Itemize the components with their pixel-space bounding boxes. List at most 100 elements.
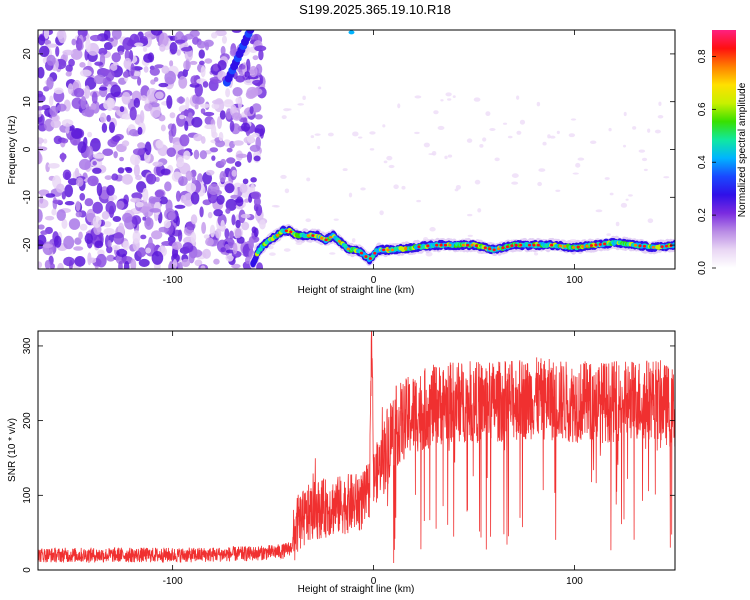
heatmap-speckle [369, 148, 375, 151]
heatmap-speckle [440, 99, 444, 102]
heatmap-speckle [200, 265, 206, 269]
heatmap-speckle [150, 104, 162, 119]
heatmap-speckle [60, 152, 66, 163]
heatmap-speckle [105, 200, 117, 215]
heatmap-speckle [190, 191, 200, 205]
heatmap-speckle [108, 121, 116, 134]
ridge-core [671, 242, 675, 247]
heatmap-speckle [91, 91, 98, 105]
heatmap-speckle [57, 262, 64, 269]
heatmap-speckle [121, 140, 130, 147]
snr-xlabel: Height of straight line (km) [298, 584, 415, 595]
heatmap-speckle [49, 263, 55, 269]
ridge-peak [638, 244, 642, 248]
heatmap-speckle [136, 247, 147, 258]
ridge-peak [585, 244, 589, 248]
heatmap-speckle [211, 131, 218, 139]
heatmap-speckle [46, 43, 58, 48]
heatmap-speckle [416, 199, 421, 203]
heatmap-speckle [111, 244, 121, 251]
ridge-peak [669, 244, 673, 247]
heatmap-speckle [146, 87, 158, 102]
heatmap-speckle [86, 208, 96, 223]
snr-ylabel: SNR (10 * v/v) [7, 418, 18, 482]
heatmap-speckle [249, 144, 261, 152]
heatmap-speckle [56, 103, 67, 112]
heatmap-speckle [225, 208, 231, 214]
heatmap-speckle [414, 131, 420, 135]
heatmap-speckle [153, 77, 159, 82]
heatmap-speckle [542, 141, 547, 146]
heatmap-speckle [89, 34, 102, 42]
heatmap-speckle [663, 176, 670, 179]
heatmap-speckle [445, 92, 452, 97]
heatmap-speckle [167, 211, 176, 221]
ridge-peak [324, 238, 328, 242]
heatmap-speckle [271, 204, 279, 208]
heatmap-speckle [181, 258, 191, 268]
heatmap-speckle [239, 183, 248, 194]
heatmap-speckle [230, 194, 239, 199]
heatmap-speckle [314, 133, 321, 136]
heatmap-speckle [280, 174, 287, 179]
heatmap-speckle [502, 122, 508, 125]
heatmap-speckle [305, 218, 311, 223]
heatmap-speckle [107, 97, 116, 109]
ridge-peak [550, 243, 554, 247]
heatmap-speckle [223, 100, 234, 108]
heatmap-speckle [112, 215, 122, 222]
colorbar-tick-label: 0.2 [697, 208, 708, 222]
heatmap-speckle [176, 49, 181, 56]
heatmap-speckle [194, 259, 203, 267]
heatmap-speckle [489, 128, 496, 131]
heatmap-speckle [56, 209, 66, 221]
heatmap-speckle [121, 256, 133, 265]
heatmap-speckle [625, 198, 629, 201]
heatmap-speckle [38, 189, 50, 196]
ridge-peak [461, 243, 465, 247]
heatmap-speckle [225, 253, 234, 262]
ridge-peak [426, 244, 430, 248]
ridge-peak [488, 247, 492, 251]
heatmap-speckle [234, 161, 242, 168]
heatmap-speckle [231, 169, 237, 177]
heatmap-speckle [259, 219, 266, 230]
heatmap-speckle [130, 197, 141, 203]
heatmap-speckle [190, 214, 198, 225]
heatmap-speckle [113, 151, 118, 159]
heatmap-plot-area [38, 30, 675, 269]
heatmap-speckle [623, 111, 627, 117]
heatmap-speckle [253, 155, 261, 162]
heatmap-speckle [329, 252, 336, 255]
heatmap-speckle [251, 132, 260, 138]
heatmap-speckle [204, 41, 210, 51]
heatmap-speckle [281, 115, 287, 120]
heatmap-speckle [628, 194, 633, 197]
heatmap-speckle [166, 95, 173, 109]
heatmap-speckle [164, 181, 172, 192]
heatmap-speckle [556, 130, 560, 135]
ridge-peak [483, 246, 487, 250]
snr-ytick-label: 0 [22, 567, 33, 573]
heatmap-speckle [148, 236, 153, 251]
heatmap-speckle [96, 253, 107, 268]
heatmap-speckle [568, 133, 576, 138]
heatmap-speckle [188, 112, 193, 119]
ridge-peak [439, 243, 443, 247]
heatmap-speckle [92, 215, 102, 228]
heatmap-speckle [145, 216, 151, 227]
heatmap-speckle [50, 119, 62, 129]
ridge-peak [501, 246, 505, 250]
heatmap-speckle [229, 230, 234, 240]
heatmap-speckle [269, 252, 276, 256]
heatmap-xtick-label: 0 [371, 275, 377, 286]
heatmap-speckle [194, 96, 205, 105]
heatmap-ytick-label: -10 [22, 190, 33, 205]
ridge-peak [382, 248, 386, 252]
heatmap-speckle [132, 71, 141, 77]
ridge-peak [651, 245, 655, 249]
heatmap-speckle [98, 47, 108, 56]
ridge-peak [603, 242, 607, 246]
heatmap-speckle [38, 208, 43, 223]
heatmap-speckle [98, 86, 108, 91]
